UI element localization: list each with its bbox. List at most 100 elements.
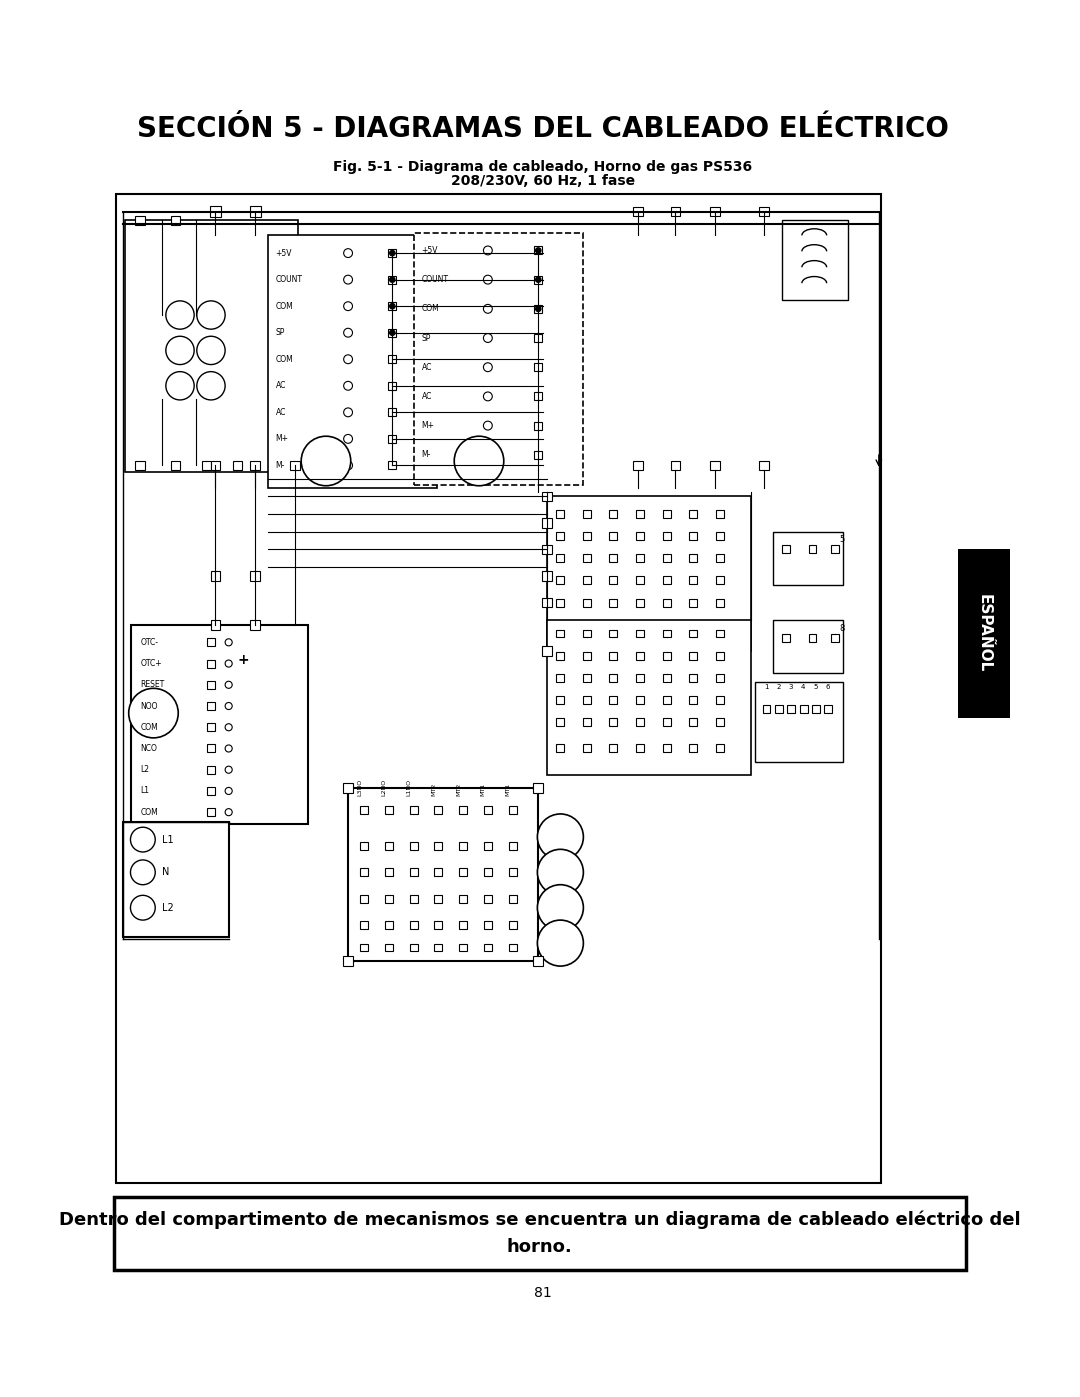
Circle shape <box>225 745 232 752</box>
Text: COUNT: COUNT <box>275 275 302 284</box>
Circle shape <box>343 249 352 257</box>
Bar <box>556 510 565 518</box>
Text: 5: 5 <box>813 685 818 690</box>
Bar <box>662 651 671 659</box>
Bar <box>662 598 671 606</box>
Bar <box>609 630 618 637</box>
Text: M-: M- <box>421 450 431 460</box>
Bar <box>662 577 671 584</box>
Text: +5V: +5V <box>421 246 438 254</box>
Bar <box>662 620 671 629</box>
Circle shape <box>484 246 492 254</box>
Bar <box>484 806 491 814</box>
Bar <box>509 869 516 876</box>
Bar <box>360 842 368 849</box>
Bar <box>662 745 671 753</box>
Circle shape <box>343 408 352 416</box>
Text: COM: COM <box>421 305 440 313</box>
Circle shape <box>225 703 232 710</box>
Bar <box>716 532 724 541</box>
Bar <box>360 869 368 876</box>
Text: MT2: MT2 <box>431 784 436 796</box>
Text: M+: M+ <box>275 434 288 443</box>
Text: AC: AC <box>275 381 286 390</box>
Bar <box>583 620 591 629</box>
Bar <box>556 598 565 606</box>
Text: L2: L2 <box>140 766 149 774</box>
Circle shape <box>538 814 583 861</box>
Bar <box>211 461 220 471</box>
Bar <box>459 869 467 876</box>
Bar <box>609 718 618 726</box>
Text: NCO: NCO <box>140 745 157 753</box>
Bar <box>809 634 816 641</box>
Bar <box>384 869 393 876</box>
Bar <box>812 704 820 712</box>
Text: 1: 1 <box>764 685 768 690</box>
Bar <box>207 680 215 689</box>
Bar <box>360 943 368 951</box>
Circle shape <box>343 328 352 337</box>
Circle shape <box>343 434 352 443</box>
Circle shape <box>343 381 352 390</box>
Bar <box>409 943 418 951</box>
Bar <box>716 673 724 682</box>
Bar <box>775 704 783 712</box>
Bar <box>636 745 644 753</box>
Bar <box>409 806 418 814</box>
Bar <box>824 704 833 712</box>
Bar <box>782 634 789 641</box>
Circle shape <box>484 363 492 372</box>
Bar <box>434 922 443 929</box>
Bar <box>556 718 565 726</box>
Circle shape <box>166 372 194 400</box>
Bar <box>662 718 671 726</box>
Bar <box>535 246 542 254</box>
Bar <box>434 895 443 902</box>
Bar <box>689 718 697 726</box>
Bar <box>633 207 643 217</box>
Text: OTC+: OTC+ <box>140 659 162 668</box>
Bar <box>434 869 443 876</box>
Bar <box>636 630 644 637</box>
Bar <box>716 696 724 704</box>
Circle shape <box>484 450 492 460</box>
Bar <box>831 545 838 553</box>
Bar <box>535 393 542 401</box>
Circle shape <box>131 895 156 921</box>
Circle shape <box>484 275 492 284</box>
Bar <box>583 696 591 704</box>
Bar <box>343 956 353 965</box>
Text: 4: 4 <box>801 685 806 690</box>
Bar <box>787 704 795 712</box>
Bar <box>662 630 671 637</box>
Text: ESPAÑOL: ESPAÑOL <box>976 594 991 672</box>
Bar <box>583 598 591 606</box>
Bar <box>125 221 298 472</box>
Bar <box>556 555 565 562</box>
Bar <box>662 696 671 704</box>
Bar <box>556 651 565 659</box>
Bar <box>509 943 516 951</box>
Bar <box>207 724 215 731</box>
Bar <box>609 532 618 541</box>
Bar <box>113 1197 966 1270</box>
Bar <box>535 334 542 342</box>
Bar <box>291 461 300 471</box>
Text: L1: L1 <box>140 787 149 795</box>
Bar <box>716 598 724 606</box>
Bar <box>799 704 808 712</box>
Text: MT2: MT2 <box>456 784 461 796</box>
Text: +: + <box>238 654 249 668</box>
Text: 81: 81 <box>534 1285 552 1299</box>
Bar <box>636 532 644 541</box>
Circle shape <box>197 300 225 330</box>
Bar <box>716 555 724 562</box>
Bar <box>711 207 720 217</box>
Bar <box>662 532 671 541</box>
Bar <box>269 236 436 488</box>
Bar <box>556 577 565 584</box>
Bar <box>207 638 215 647</box>
Text: Dentro del compartimento de mecanismos se encuentra un diagrama de cableado eléc: Dentro del compartimento de mecanismos s… <box>58 1211 1021 1229</box>
Bar <box>556 620 565 629</box>
